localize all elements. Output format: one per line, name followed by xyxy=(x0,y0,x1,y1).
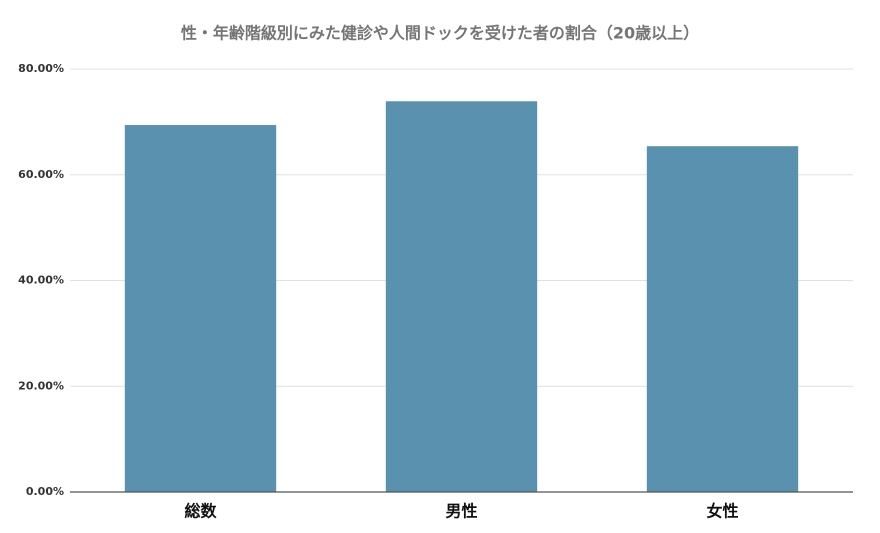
bar xyxy=(124,125,277,493)
x-tick-label: 総数 xyxy=(184,502,217,521)
y-tick-label: 20.00% xyxy=(18,379,64,392)
bar xyxy=(646,146,799,492)
y-tick-label: 80.00% xyxy=(18,62,64,75)
bar xyxy=(385,101,538,492)
y-tick-label: 0.00% xyxy=(26,485,64,498)
chart-title: 性・年齢階級別にみた健診や人間ドックを受けた者の割合（20歳以上） xyxy=(181,24,699,43)
y-tick-label: 60.00% xyxy=(18,168,64,181)
y-tick-label: 40.00% xyxy=(18,274,64,287)
x-tick-label: 男性 xyxy=(445,502,477,521)
x-tick-label: 女性 xyxy=(706,502,738,521)
